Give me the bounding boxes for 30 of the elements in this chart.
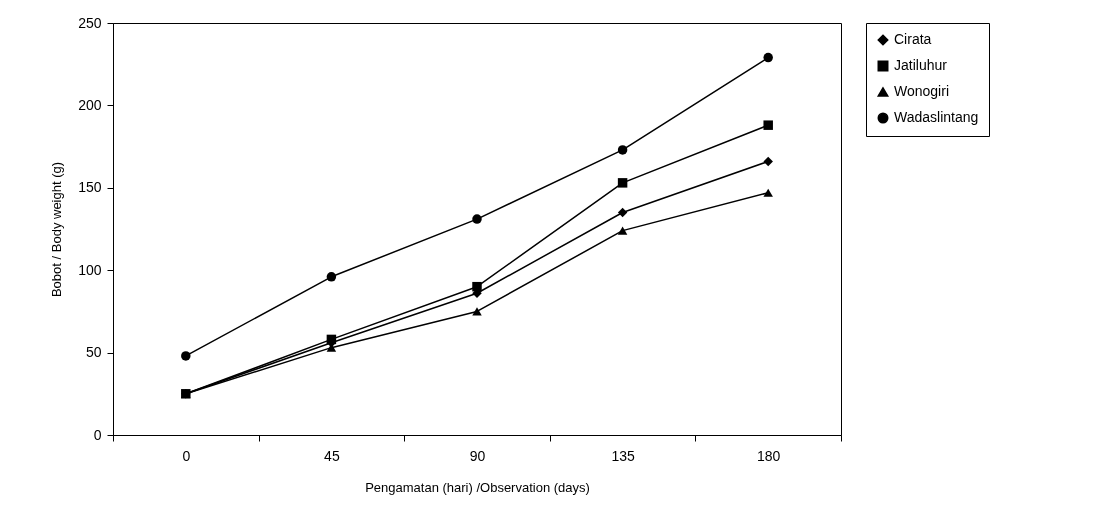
point bbox=[181, 351, 191, 361]
legend-label: Wonogiri bbox=[894, 83, 949, 99]
point bbox=[472, 214, 482, 224]
point bbox=[472, 281, 482, 292]
point bbox=[617, 145, 628, 155]
y-tick-label: 200 bbox=[78, 96, 102, 113]
y-tick-label: 0 bbox=[93, 426, 102, 443]
y-tick-label: 100 bbox=[78, 261, 102, 278]
legend-label: Cirata bbox=[894, 31, 932, 47]
x-tick-label: 135 bbox=[611, 447, 635, 464]
point bbox=[617, 178, 628, 188]
y-axis-title: Bobot / Body weight (g) bbox=[49, 161, 65, 298]
point bbox=[763, 120, 773, 130]
x-tick-label: 90 bbox=[469, 447, 486, 464]
legend-label: Jatiluhur bbox=[894, 57, 948, 73]
x-tick-label: 0 bbox=[182, 447, 191, 464]
point bbox=[763, 52, 773, 63]
point bbox=[617, 226, 628, 235]
legend-label: Wadaslintang bbox=[894, 109, 979, 125]
y-tick-label: 250 bbox=[78, 14, 102, 31]
y-tick-label: 50 bbox=[85, 344, 102, 361]
point bbox=[472, 307, 482, 316]
x-tick-label: 180 bbox=[757, 447, 781, 464]
point bbox=[326, 272, 337, 282]
y-tick-label: 150 bbox=[78, 179, 102, 196]
x-axis-title: Pengamatan (hari) /Observation (days) bbox=[365, 479, 590, 495]
point bbox=[763, 188, 773, 197]
point bbox=[763, 156, 773, 167]
x-tick-label: 45 bbox=[324, 447, 340, 464]
point bbox=[617, 207, 628, 218]
